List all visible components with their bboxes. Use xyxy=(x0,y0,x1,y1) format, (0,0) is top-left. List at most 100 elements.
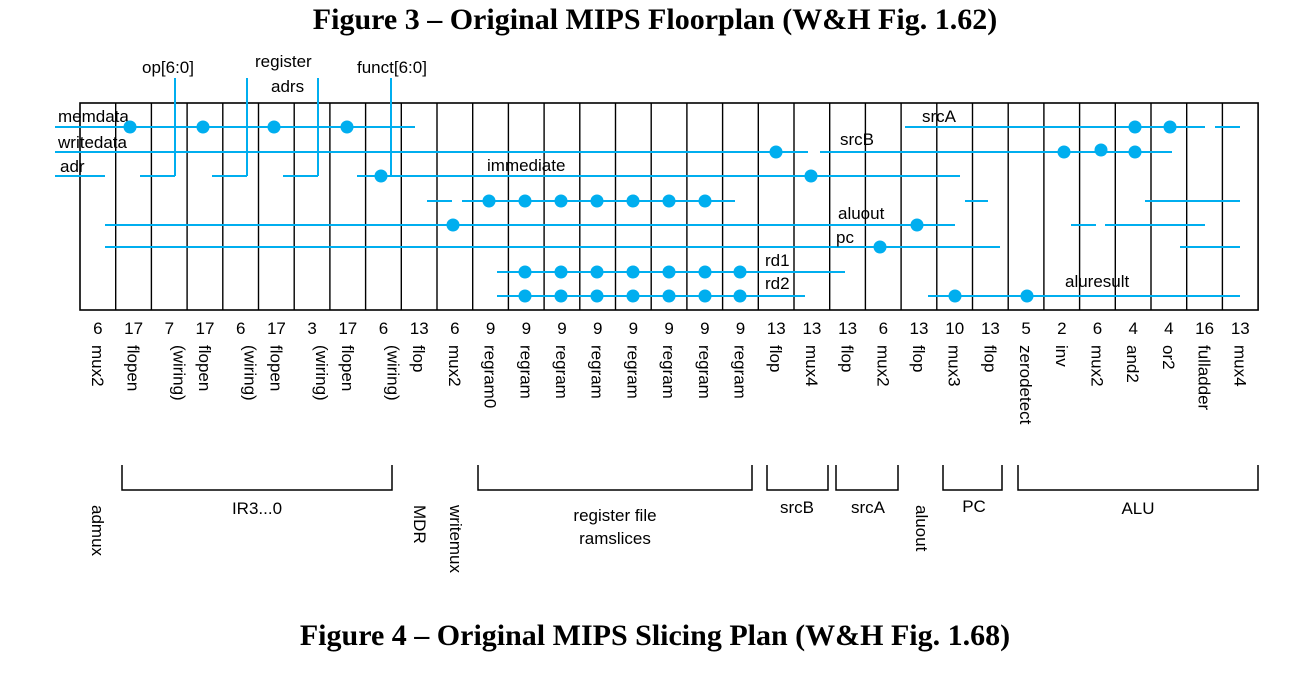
connection-dot xyxy=(662,265,676,279)
connection-dot xyxy=(482,194,496,208)
column-cell-name: regram xyxy=(516,345,535,399)
floorplan-outline xyxy=(79,102,1259,311)
column-cell-name: regram0 xyxy=(481,345,500,408)
wire-label-aluout: aluout xyxy=(838,204,885,223)
connection-dot xyxy=(1163,120,1177,134)
wire-label-pc: pc xyxy=(836,228,854,247)
group-label-alu: ALU xyxy=(1121,499,1154,518)
column-cell-name: flop xyxy=(909,345,928,372)
column-number: 4 xyxy=(1128,319,1137,338)
column-cell-name: inv xyxy=(1052,345,1071,367)
column-number: 6 xyxy=(450,319,459,338)
column-cell-name: regram xyxy=(552,345,571,399)
connection-dot xyxy=(662,194,676,208)
group-bracket xyxy=(942,465,1003,491)
register-adrs-label-line2: adrs xyxy=(271,77,304,96)
unit-label-admux: admux xyxy=(88,505,107,557)
connection-dot xyxy=(733,265,747,279)
group-bracket xyxy=(835,465,899,491)
column-number: 13 xyxy=(981,319,1000,338)
group-bracket xyxy=(766,465,829,491)
connection-dot xyxy=(590,289,604,303)
column-cell-name: flop xyxy=(838,345,857,372)
group-bracket xyxy=(121,465,393,491)
connection-dot xyxy=(518,289,532,303)
column-cell-name: fulladder xyxy=(1195,345,1214,411)
group-label-register-file-line2: ramslices xyxy=(579,529,651,548)
column-cell-name: flop xyxy=(766,345,785,372)
column-cell-name: regram xyxy=(588,345,607,399)
connection-dot xyxy=(1057,145,1071,159)
connection-dot xyxy=(446,218,460,232)
column-number: 9 xyxy=(664,319,673,338)
connection-dot xyxy=(698,289,712,303)
column-labels: 6 mux2 17 flopen 7 (wiring) 17 flopen 6 (wiring) 1… xyxy=(88,319,1250,425)
column-cell-name: mux3 xyxy=(945,345,964,387)
connection-dot xyxy=(733,289,747,303)
group-label-pc: PC xyxy=(962,497,986,516)
connection-dot xyxy=(626,194,640,208)
column-number: 9 xyxy=(522,319,531,338)
connection-dot xyxy=(590,194,604,208)
column-cell-name: regram xyxy=(695,345,714,399)
connection-dot xyxy=(590,265,604,279)
column-number: 9 xyxy=(629,319,638,338)
column-number: 9 xyxy=(486,319,495,338)
connection-dot xyxy=(1020,289,1034,303)
wire-label-srcb: srcB xyxy=(840,130,874,149)
floorplan-frame xyxy=(79,102,1259,311)
column-cell-name: regram xyxy=(623,345,642,399)
column-number: 2 xyxy=(1057,319,1066,338)
wire-label-adr: adr xyxy=(60,157,85,176)
wire-label-memdata: memdata xyxy=(58,107,129,126)
column-number: 13 xyxy=(838,319,857,338)
wire-label-rd2: rd2 xyxy=(765,274,790,293)
column-number: 10 xyxy=(945,319,964,338)
column-cell-name: flopen xyxy=(338,345,357,391)
wire-label-rd1: rd1 xyxy=(765,251,790,270)
group-label-srca: srcA xyxy=(851,498,886,517)
op-input-label: op[6:0] xyxy=(142,58,194,77)
column-cell-name: flopen xyxy=(195,345,214,391)
connection-dot xyxy=(662,289,676,303)
connection-dot xyxy=(123,120,137,134)
unit-labels: admux MDR writemux aluout xyxy=(88,504,931,574)
group-labels: IR3...0 register file ramslices srcB src… xyxy=(232,497,1155,548)
group-label-register-file-line1: register file xyxy=(573,506,656,525)
figure-3-title: Figure 3 – Original MIPS Floorplan (W&H … xyxy=(313,3,997,36)
control-input-labels: op[6:0] register adrs funct[6:0] xyxy=(142,52,427,96)
connection-dot xyxy=(873,240,887,254)
column-cell-name: (wiring) xyxy=(169,345,188,401)
column-cell-name: mux2 xyxy=(445,345,464,387)
column-number: 9 xyxy=(700,319,709,338)
column-cell-name: or2 xyxy=(1159,345,1178,370)
connection-dot xyxy=(554,265,568,279)
connection-dot xyxy=(910,218,924,232)
column-number: 13 xyxy=(1231,319,1250,338)
column-cell-name: flop xyxy=(409,345,428,372)
column-number: 17 xyxy=(267,319,286,338)
column-cell-name: (wiring) xyxy=(384,345,403,401)
column-number: 13 xyxy=(410,319,429,338)
column-cell-name: mux2 xyxy=(873,345,892,387)
column-cell-name: (wiring) xyxy=(241,345,260,401)
connection-dot xyxy=(698,265,712,279)
group-label-ir: IR3...0 xyxy=(232,499,282,518)
connection-dot xyxy=(698,194,712,208)
column-number: 5 xyxy=(1021,319,1030,338)
figure-4-title: Figure 4 – Original MIPS Slicing Plan (W… xyxy=(300,619,1010,652)
column-number: 16 xyxy=(1195,319,1214,338)
column-number: 9 xyxy=(593,319,602,338)
unit-label-aluout: aluout xyxy=(912,505,931,552)
wire-labels: memdata writedata adr srcA srcB immediat… xyxy=(57,107,1130,293)
wire-label-immediate: immediate xyxy=(487,156,565,175)
column-number: 7 xyxy=(165,319,174,338)
column-cell-name: mux2 xyxy=(88,345,107,387)
connection-dot xyxy=(267,120,281,134)
column-cell-name: regram xyxy=(731,345,750,399)
register-adrs-label-line1: register xyxy=(255,52,312,71)
column-number: 17 xyxy=(196,319,215,338)
unit-label-writemux: writemux xyxy=(446,504,465,574)
column-number: 9 xyxy=(736,319,745,338)
